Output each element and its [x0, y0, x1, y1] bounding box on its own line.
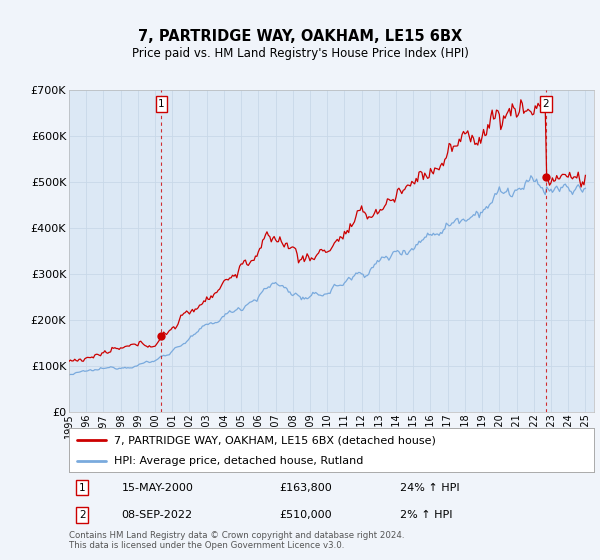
- Text: Contains HM Land Registry data © Crown copyright and database right 2024.
This d: Contains HM Land Registry data © Crown c…: [69, 531, 404, 550]
- Text: 1: 1: [79, 483, 85, 493]
- Text: 2% ↑ HPI: 2% ↑ HPI: [400, 510, 452, 520]
- Text: 2: 2: [542, 99, 549, 109]
- Text: 2: 2: [79, 510, 85, 520]
- Text: 24% ↑ HPI: 24% ↑ HPI: [400, 483, 460, 493]
- Text: 7, PARTRIDGE WAY, OAKHAM, LE15 6BX: 7, PARTRIDGE WAY, OAKHAM, LE15 6BX: [138, 29, 462, 44]
- Text: 1: 1: [158, 99, 165, 109]
- Text: £510,000: £510,000: [279, 510, 332, 520]
- Text: £163,800: £163,800: [279, 483, 332, 493]
- Text: 08-SEP-2022: 08-SEP-2022: [121, 510, 193, 520]
- Text: HPI: Average price, detached house, Rutland: HPI: Average price, detached house, Rutl…: [113, 456, 363, 465]
- Text: 7, PARTRIDGE WAY, OAKHAM, LE15 6BX (detached house): 7, PARTRIDGE WAY, OAKHAM, LE15 6BX (deta…: [113, 435, 436, 445]
- Text: 15-MAY-2000: 15-MAY-2000: [121, 483, 193, 493]
- Text: Price paid vs. HM Land Registry's House Price Index (HPI): Price paid vs. HM Land Registry's House …: [131, 46, 469, 60]
